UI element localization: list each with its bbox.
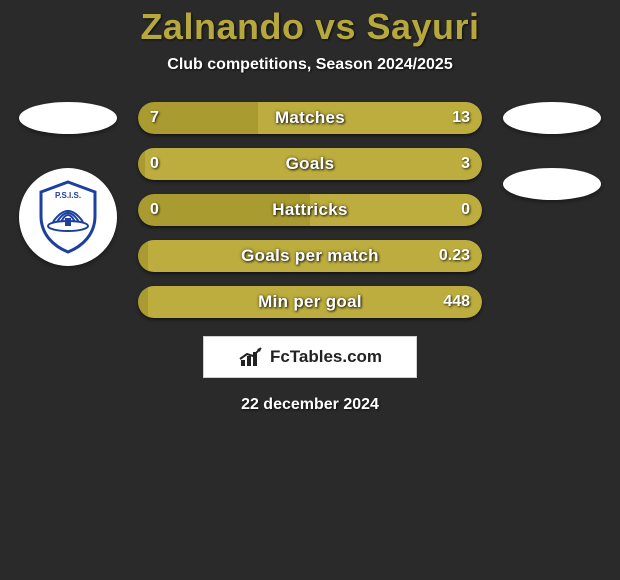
- stat-label: Matches: [138, 102, 482, 134]
- club-logo-icon: P.S.I.S.: [29, 178, 107, 256]
- stat-label: Hattricks: [138, 194, 482, 226]
- right-side-badges: [502, 102, 602, 200]
- stat-bar: 00Hattricks: [138, 194, 482, 226]
- stat-label: Min per goal: [138, 286, 482, 318]
- club-left-badge: P.S.I.S.: [19, 168, 117, 266]
- player-right-avatar: [503, 102, 601, 134]
- stat-bar: 03Goals: [138, 148, 482, 180]
- left-side-badges: P.S.I.S.: [18, 102, 118, 266]
- stat-label: Goals per match: [138, 240, 482, 272]
- comparison-layout: P.S.I.S. 713Matches 03Goals 00Hattricks 0.2…: [0, 102, 620, 318]
- stats-bars: 713Matches 03Goals 00Hattricks 0.23Goals pe…: [138, 102, 482, 318]
- date-text: 22 december 2024: [0, 396, 620, 414]
- page-title: Zalnando vs Sayuri: [0, 6, 620, 48]
- stat-bar: 713Matches: [138, 102, 482, 134]
- fctables-logo[interactable]: FcTables.com: [203, 336, 417, 378]
- stat-bar: 0.23Goals per match: [138, 240, 482, 272]
- svg-text:P.S.I.S.: P.S.I.S.: [55, 191, 81, 200]
- club-right-badge: [503, 168, 601, 200]
- stat-label: Goals: [138, 148, 482, 180]
- stat-bar: 448Min per goal: [138, 286, 482, 318]
- player-left-avatar: [19, 102, 117, 134]
- chart-icon: [238, 346, 264, 368]
- subtitle: Club competitions, Season 2024/2025: [0, 56, 620, 74]
- fctables-text: FcTables.com: [270, 347, 382, 367]
